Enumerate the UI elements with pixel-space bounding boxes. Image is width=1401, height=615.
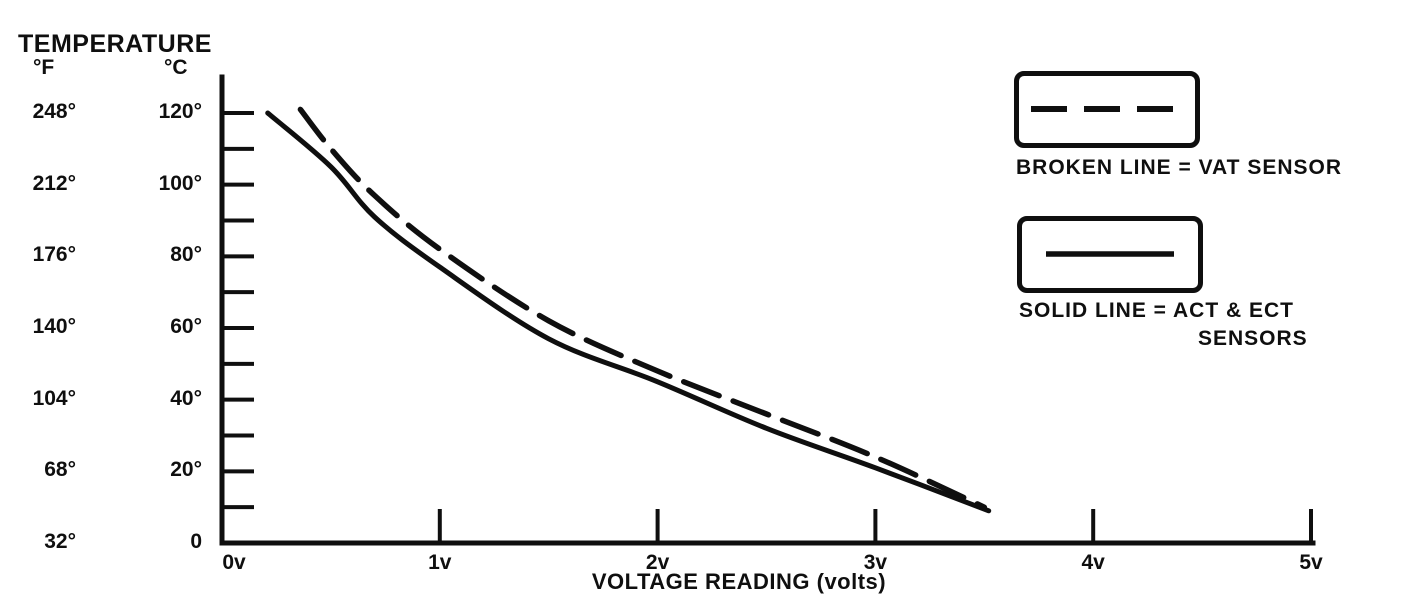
- y-axis-label-celsius: 60°: [170, 315, 202, 338]
- y-axis-label-celsius: 120°: [158, 100, 202, 123]
- legend-swatch-broken-line: [1014, 71, 1200, 148]
- x-axis-tick-label: 4v: [1081, 551, 1105, 574]
- y-axis-label-fahrenheit: 248°: [32, 100, 76, 123]
- chart-title: TEMPERATURE: [18, 30, 212, 58]
- legend-label-act-ect-sensors-line2: SENSORS: [1198, 327, 1308, 350]
- legend-label-act-ect-sensors: SOLID LINE = ACT & ECT: [1019, 299, 1294, 322]
- y-axis-label-fahrenheit: 68°: [44, 458, 76, 482]
- y-axis-label-celsius: 100°: [158, 171, 202, 195]
- x-axis-title: VOLTAGE READING (volts): [591, 569, 887, 594]
- axes: [219, 74, 1316, 546]
- vat-sensor-curve: [297, 106, 988, 510]
- act-ect-sensors-curve: [265, 110, 992, 514]
- y-axis-label-fahrenheit: 212°: [32, 171, 76, 195]
- x-axis-tick-label: 0v: [222, 551, 246, 574]
- x-axis-tick-label: 2v: [645, 551, 670, 574]
- solid-line-sample-icon: [1046, 251, 1174, 257]
- y-axis-label-fahrenheit: 104°: [32, 386, 76, 410]
- y-axis-label-celsius: 20°: [170, 458, 202, 482]
- y-axis-unit-celsius: °C: [164, 56, 188, 79]
- x-axis-tick-label: 5v: [1299, 551, 1323, 574]
- legend-swatch-solid-line: [1017, 216, 1203, 293]
- y-axis-label-fahrenheit: 176°: [32, 243, 76, 267]
- x-axis-tick-label: 1v: [428, 551, 452, 574]
- y-axis-unit-fahrenheit: °F: [33, 56, 55, 79]
- x-axis-tick-label: 3v: [863, 551, 888, 574]
- y-axis-label-celsius: 0: [190, 530, 202, 553]
- broken-line-sample-icon: [1031, 106, 1183, 112]
- legend-label-vat-sensor: BROKEN LINE = VAT SENSOR: [1016, 156, 1343, 179]
- y-axis-label-celsius: 80°: [170, 243, 202, 267]
- y-axis-label-fahrenheit: 32°: [44, 530, 76, 553]
- y-axis-label-fahrenheit: 140°: [32, 315, 76, 338]
- y-axis-label-celsius: 40°: [170, 386, 202, 410]
